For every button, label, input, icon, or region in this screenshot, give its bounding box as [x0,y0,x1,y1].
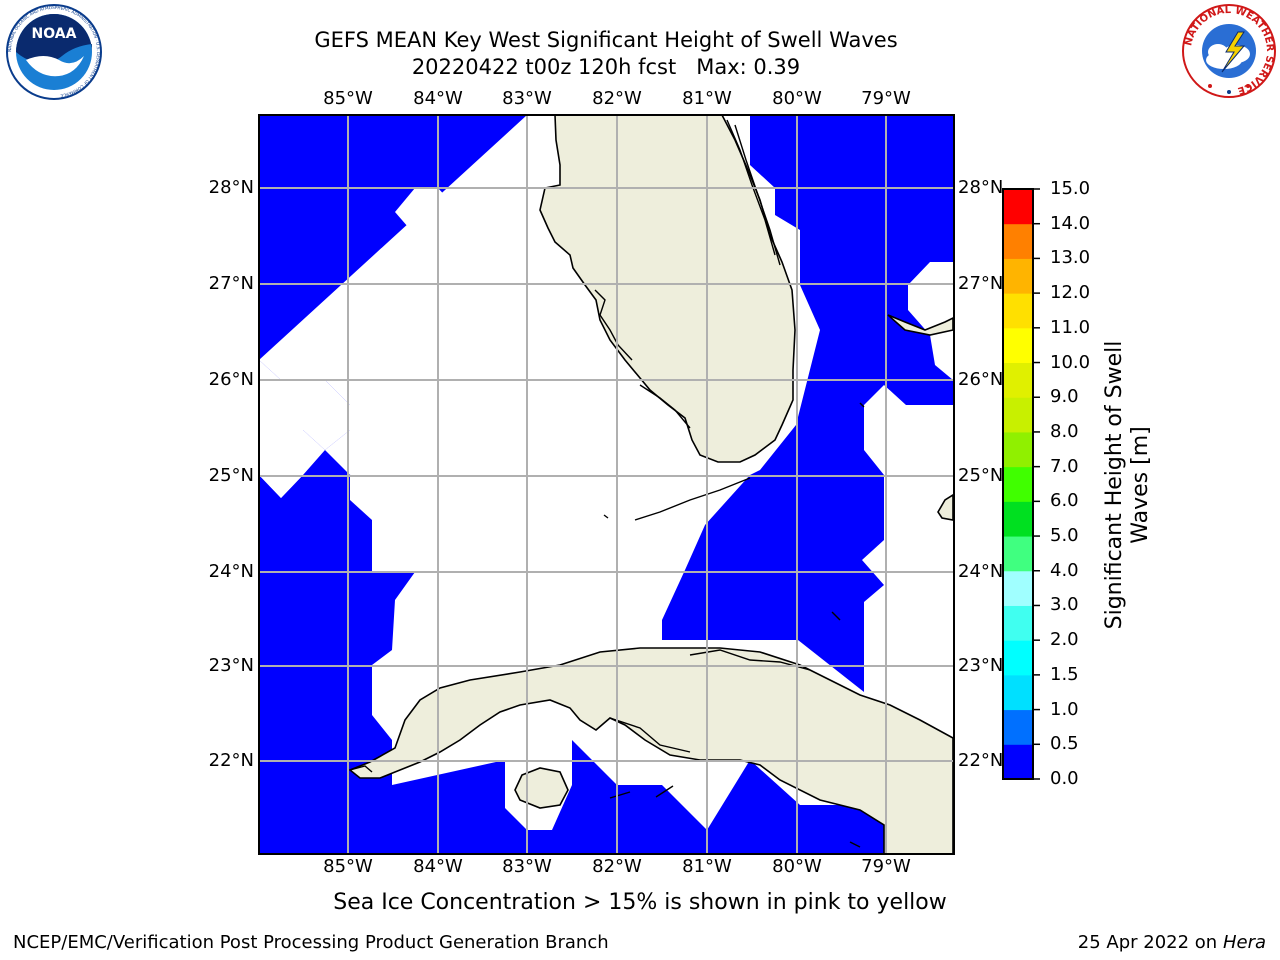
colorbar [1003,188,1040,780]
lat-label: 22°N [208,750,254,771]
lon-label: 84°W [413,856,463,877]
sea-ice-note: Sea Ice Concentration > 15% is shown in … [333,890,947,915]
lon-label: 81°W [682,88,732,109]
lon-label: 85°W [323,856,373,877]
colorbar-segment [1003,362,1033,398]
chart-subtitle: 20220422 t00z 120h fcst Max: 0.39 [411,55,801,79]
colorbar-frame [1002,188,1034,780]
colorbar-tick-label: 15.0 [1050,178,1091,199]
lon-label: 83°W [502,856,552,877]
colorbar-overlay [1003,189,1033,779]
coastline-detail [349,119,865,848]
colorbar-segment [1003,258,1033,294]
colorbar-tick-label: 9.0 [1050,386,1079,408]
colorbar-segment [1003,674,1033,711]
colorbar-segment [1003,466,1033,502]
colorbar-tick-label: 5.0 [1050,525,1079,547]
colorbar-segment [1003,431,1033,468]
lat-label: 24°N [208,561,254,582]
lon-label: 80°W [772,88,822,109]
map-frame [258,114,955,855]
colorbar-segment [1003,709,1033,745]
colorbar-segment [1003,397,1033,433]
footer-date-text: 25 Apr 2022 on [1077,932,1223,953]
colorbar-segment [1003,189,1033,225]
colorbar-segment [1003,293,1033,329]
colorbar-tick-label: 8.0 [1050,420,1079,442]
colorbar-tick-label: 12.0 [1050,282,1091,304]
colorbar-tick-label: 14.0 [1050,212,1091,234]
nws-logo-icon: NATIONAL WEATHER SERVICE [1182,4,1276,98]
land [348,115,954,854]
lon-label: 82°W [592,88,642,109]
lat-label: 28°N [958,177,1004,198]
chart-title: GEFS MEAN Key West Significant Height of… [314,28,898,52]
colorbar-tick-label: 13.0 [1050,247,1091,269]
lat-label: 25°N [208,465,254,486]
colorbar-segment [1003,223,1033,259]
florida-landmass [539,115,796,463]
colorbar-segment [1003,605,1033,641]
colorbar-tick-label: 4.0 [1050,559,1079,581]
colorbar-segment [1003,640,1033,676]
colorbar-segment [1003,570,1033,606]
lat-label: 22°N [958,750,1004,771]
lat-label: 23°N [958,655,1004,676]
lon-label: 80°W [772,856,822,877]
colorbar-tick-label: 7.0 [1050,455,1079,477]
lon-label: 84°W [413,88,463,109]
lat-label: 27°N [958,273,1004,294]
lon-label: 82°W [592,856,642,877]
colorbar-tick-label: 0.5 [1050,733,1079,755]
footer-machine: Hera [1222,932,1266,953]
lon-label: 83°W [502,88,552,109]
lat-label: 23°N [208,655,254,676]
noaa-logo-icon: NOAA NATIONAL OCEANIC AND ATMOSPHERIC AD… [6,4,102,100]
footer-date: 25 Apr 2022 on Hera [1078,932,1266,953]
colorbar-segment [1003,327,1033,364]
noaa-logo-text: NOAA [32,26,77,42]
lat-label: 24°N [958,561,1004,582]
colorbar-tick-label: 3.0 [1050,594,1079,616]
colorbar-title: Significant Height of Swell Waves [m] [1102,340,1153,630]
colorbar-tick-label: 10.0 [1050,351,1091,373]
colorbar-tick-label: 0.0 [1050,768,1079,789]
lon-label: 81°W [682,856,732,877]
colorbar-tick-label: 11.0 [1050,316,1091,338]
colorbar-tick-label: 1.0 [1050,698,1079,720]
isla-juventud [514,767,569,809]
colorbar-tick-label: 1.5 [1050,663,1079,685]
lon-label: 85°W [323,88,373,109]
lon-label: 79°W [861,88,911,109]
gridlines [259,115,954,854]
lat-label: 26°N [208,369,254,390]
lat-label: 25°N [958,465,1004,486]
colorbar-tick-label: 2.0 [1050,629,1079,651]
footer-credit: NCEP/EMC/Verification Post Processing Pr… [13,932,609,953]
lat-label: 26°N [958,369,1004,390]
cuba-landmass [348,647,954,854]
colorbar-tick-label: 6.0 [1050,490,1079,512]
colorbar-segment [1003,744,1033,780]
colorbar-segment [1003,501,1033,537]
lon-label: 79°W [861,856,911,877]
map-plot-area [259,115,954,854]
lat-label: 28°N [208,177,254,198]
colorbar-segment [1003,536,1033,572]
lat-label: 27°N [208,273,254,294]
